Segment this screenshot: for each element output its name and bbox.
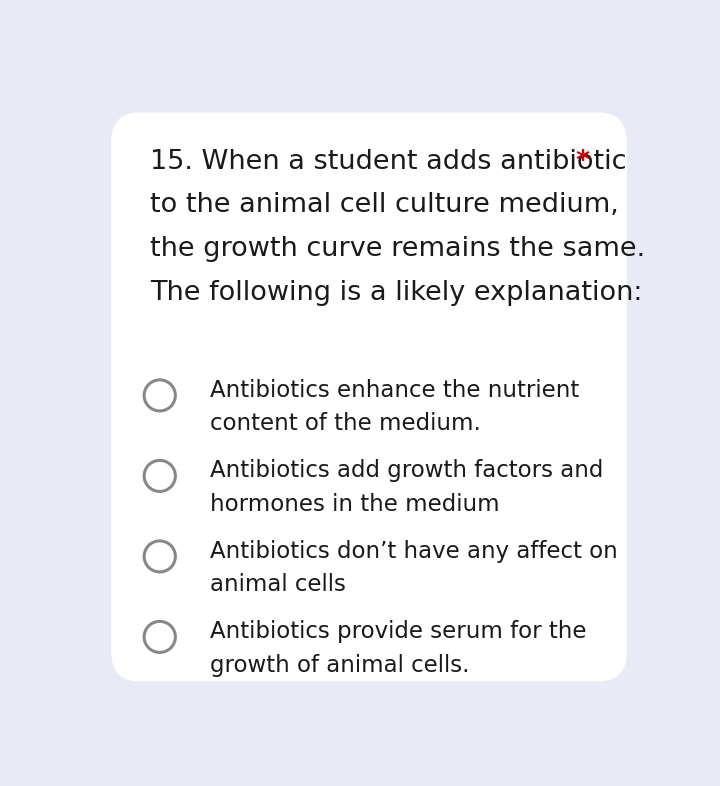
Text: Antibiotics don’t have any affect on: Antibiotics don’t have any affect on <box>210 540 618 563</box>
Text: content of the medium.: content of the medium. <box>210 412 481 435</box>
Text: 15. When a student adds antibiotic: 15. When a student adds antibiotic <box>150 149 627 174</box>
Text: the growth curve remains the same.: the growth curve remains the same. <box>150 236 645 262</box>
Text: hormones in the medium: hormones in the medium <box>210 493 500 516</box>
Text: growth of animal cells.: growth of animal cells. <box>210 653 469 677</box>
Text: to the animal cell culture medium,: to the animal cell culture medium, <box>150 193 619 219</box>
Text: Antibiotics provide serum for the: Antibiotics provide serum for the <box>210 620 587 643</box>
Text: The following is a likely explanation:: The following is a likely explanation: <box>150 280 643 306</box>
FancyBboxPatch shape <box>111 112 627 681</box>
Text: Antibiotics enhance the nutrient: Antibiotics enhance the nutrient <box>210 379 579 402</box>
Text: animal cells: animal cells <box>210 573 346 596</box>
Text: Antibiotics add growth factors and: Antibiotics add growth factors and <box>210 459 603 483</box>
Text: *: * <box>575 149 590 174</box>
